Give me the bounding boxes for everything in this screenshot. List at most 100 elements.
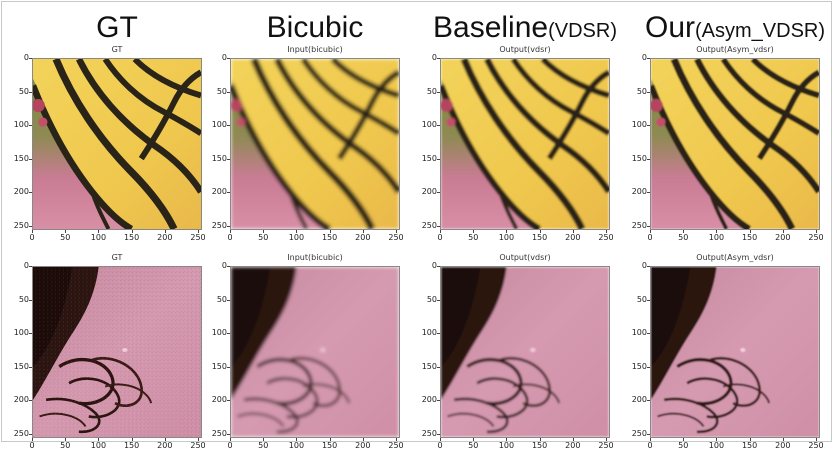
- y-tick-mark: [29, 400, 32, 402]
- x-tick-label: 50: [468, 233, 479, 242]
- butterfly-wing-image: [440, 58, 610, 230]
- x-tick-label: 0: [437, 233, 443, 242]
- y-tick-label: 150: [13, 361, 29, 371]
- y-tick-label: 100: [631, 120, 647, 130]
- y-tick-mark: [29, 299, 32, 301]
- x-tick-label: 0: [29, 441, 35, 450]
- y-tick-label: 50: [426, 294, 437, 304]
- panel-title: GT: [111, 45, 123, 54]
- figure-frame: [1, 1, 832, 442]
- y-tick-mark: [437, 366, 440, 368]
- y-tick-label: 250: [211, 220, 227, 230]
- y-tick-label: 150: [631, 361, 647, 371]
- x-tick-label: 150: [531, 233, 548, 242]
- x-tick-mark: [473, 438, 475, 441]
- y-tick-mark: [437, 91, 440, 93]
- hair-skin-image: [650, 266, 820, 438]
- y-tick-label: 150: [13, 153, 29, 163]
- x-tick-mark: [198, 230, 200, 233]
- y-tick-mark: [29, 58, 32, 59]
- x-tick-mark: [296, 438, 298, 441]
- y-tick-mark: [29, 366, 32, 368]
- x-tick-mark: [650, 438, 651, 441]
- y-tick-label: 50: [426, 86, 437, 96]
- y-tick-mark: [227, 125, 230, 127]
- x-tick-label: 150: [741, 233, 758, 242]
- y-tick-mark: [647, 433, 650, 435]
- column-title-main: Baseline: [433, 11, 549, 44]
- column-title-2: Baseline(VDSR): [425, 6, 625, 50]
- panel-title: Output(Asym_vdsr): [696, 45, 774, 54]
- x-tick-mark: [539, 230, 541, 233]
- x-tick-label: 100: [708, 233, 725, 242]
- x-tick-mark: [716, 438, 718, 441]
- column-title-main: Our: [644, 11, 695, 44]
- y-tick-label: 200: [211, 395, 227, 405]
- x-tick-mark: [296, 230, 298, 233]
- y-tick-label: 250: [13, 220, 29, 230]
- y-tick-label: 200: [13, 395, 29, 405]
- x-tick-label: 100: [708, 441, 725, 450]
- y-tick-label: 50: [216, 294, 227, 304]
- y-tick-mark: [227, 91, 230, 93]
- y-tick-label: 250: [421, 220, 437, 230]
- y-tick-label: 100: [421, 328, 437, 338]
- x-tick-mark: [230, 438, 231, 441]
- y-tick-label: 0: [431, 261, 437, 270]
- x-tick-mark: [473, 230, 475, 233]
- butterfly-wing-image: [650, 58, 820, 230]
- y-tick-mark: [29, 266, 32, 267]
- y-tick-mark: [227, 299, 230, 301]
- x-tick-label: 50: [468, 441, 479, 450]
- x-tick-mark: [131, 438, 133, 441]
- x-tick-mark: [263, 230, 265, 233]
- x-tick-label: 200: [565, 233, 581, 242]
- column-title-suffix: (Asym_VDSR): [695, 20, 826, 42]
- x-tick-label: 50: [60, 233, 71, 242]
- y-tick-label: 50: [216, 86, 227, 96]
- y-tick-mark: [647, 192, 650, 194]
- x-tick-label: 250: [388, 233, 404, 242]
- x-tick-mark: [683, 438, 685, 441]
- x-tick-label: 0: [227, 441, 233, 450]
- y-tick-mark: [647, 58, 650, 59]
- x-tick-label: 200: [355, 441, 371, 450]
- x-tick-mark: [606, 438, 608, 441]
- y-tick-mark: [437, 58, 440, 59]
- y-tick-label: 200: [631, 187, 647, 197]
- y-tick-label: 0: [641, 261, 647, 270]
- x-tick-mark: [65, 230, 67, 233]
- x-tick-label: 0: [29, 233, 35, 242]
- y-tick-mark: [227, 225, 230, 227]
- y-tick-label: 0: [221, 261, 227, 270]
- y-tick-label: 250: [421, 428, 437, 438]
- x-tick-mark: [572, 230, 574, 233]
- x-tick-mark: [683, 230, 685, 233]
- x-tick-mark: [131, 230, 133, 233]
- y-tick-mark: [647, 266, 650, 267]
- y-tick-label: 100: [421, 120, 437, 130]
- x-tick-label: 50: [678, 233, 689, 242]
- y-tick-mark: [437, 225, 440, 227]
- y-tick-label: 50: [636, 86, 647, 96]
- y-tick-label: 150: [421, 361, 437, 371]
- x-tick-mark: [716, 230, 718, 233]
- x-tick-label: 50: [678, 441, 689, 450]
- panel-title: Output(vdsr): [499, 253, 551, 262]
- y-tick-mark: [647, 91, 650, 93]
- y-tick-mark: [227, 433, 230, 435]
- x-tick-label: 150: [321, 233, 338, 242]
- x-tick-mark: [816, 230, 818, 233]
- x-tick-label: 150: [321, 441, 338, 450]
- x-tick-mark: [329, 438, 331, 441]
- x-tick-label: 200: [565, 441, 581, 450]
- y-tick-label: 50: [636, 294, 647, 304]
- x-tick-mark: [572, 438, 574, 441]
- y-tick-mark: [29, 125, 32, 127]
- y-tick-mark: [29, 333, 32, 335]
- y-tick-mark: [227, 400, 230, 402]
- x-tick-mark: [816, 438, 818, 441]
- x-tick-label: 100: [498, 233, 515, 242]
- x-tick-mark: [506, 230, 508, 233]
- y-tick-label: 250: [631, 428, 647, 438]
